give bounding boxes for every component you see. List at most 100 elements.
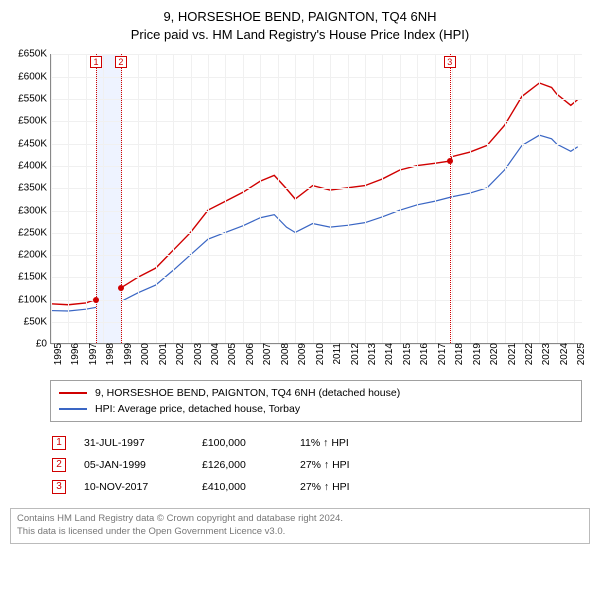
xtick-label: 2002 [173, 343, 186, 365]
grid-h [51, 322, 582, 323]
grid-v [470, 54, 471, 343]
xtick-label: 2012 [348, 343, 361, 365]
ytick-label: £250K [18, 227, 51, 238]
marker-box-1: 1 [90, 56, 102, 68]
xtick-label: 1996 [68, 343, 81, 365]
grid-h [51, 255, 582, 256]
grid-v [313, 54, 314, 343]
grid-v [103, 54, 104, 343]
grid-h [51, 121, 582, 122]
grid-v [260, 54, 261, 343]
grid-h [51, 166, 582, 167]
xtick-label: 2005 [225, 343, 238, 365]
xtick-label: 2013 [365, 343, 378, 365]
sales-marker-3: 3 [52, 480, 66, 494]
xtick-label: 2024 [557, 343, 570, 365]
chart-container: 9, HORSESHOE BEND, PAIGNTON, TQ4 6NH Pri… [0, 0, 600, 550]
grid-v [173, 54, 174, 343]
plot-box: £0£50K£100K£150K£200K£250K£300K£350K£400… [50, 54, 582, 344]
grid-v [295, 54, 296, 343]
sales-marker-2: 2 [52, 458, 66, 472]
grid-h [51, 211, 582, 212]
grid-v [51, 54, 52, 343]
grid-v [452, 54, 453, 343]
marker-vline-3 [450, 54, 451, 343]
xtick-label: 2000 [138, 343, 151, 365]
legend-row-hpi: HPI: Average price, detached house, Torb… [59, 401, 573, 417]
ytick-label: £600K [18, 71, 51, 82]
ytick-label: £400K [18, 160, 51, 171]
grid-h [51, 99, 582, 100]
xtick-label: 2014 [382, 343, 395, 365]
ytick-label: £550K [18, 93, 51, 104]
xtick-label: 2003 [191, 343, 204, 365]
xtick-label: 2004 [208, 343, 221, 365]
marker-dot-1 [93, 297, 99, 303]
footer-attribution: Contains HM Land Registry data © Crown c… [10, 508, 590, 544]
xtick-label: 1997 [86, 343, 99, 365]
xtick-label: 1995 [51, 343, 64, 365]
grid-v [243, 54, 244, 343]
sales-hpi: 27% ↑ HPI [300, 481, 380, 493]
chart-area: £0£50K£100K£150K£200K£250K£300K£350K£400… [10, 54, 590, 344]
grid-v [348, 54, 349, 343]
grid-v [382, 54, 383, 343]
sales-row-2: 205-JAN-1999£126,00027% ↑ HPI [50, 454, 590, 476]
sales-price: £410,000 [202, 481, 282, 493]
ytick-label: £150K [18, 272, 51, 283]
sales-marker-1: 1 [52, 436, 66, 450]
title-line-2: Price paid vs. HM Land Registry's House … [10, 26, 590, 44]
marker-dot-3 [447, 158, 453, 164]
xtick-label: 2017 [435, 343, 448, 365]
xtick-label: 2022 [522, 343, 535, 365]
xtick-label: 2019 [470, 343, 483, 365]
sales-row-1: 131-JUL-1997£100,00011% ↑ HPI [50, 432, 590, 454]
xtick-label: 2018 [452, 343, 465, 365]
grid-v [208, 54, 209, 343]
xtick-label: 2010 [313, 343, 326, 365]
grid-v [557, 54, 558, 343]
sales-table: 131-JUL-1997£100,00011% ↑ HPI205-JAN-199… [50, 432, 590, 498]
xtick-label: 2006 [243, 343, 256, 365]
ytick-label: £50K [24, 317, 51, 328]
ytick-label: £500K [18, 116, 51, 127]
ytick-label: £100K [18, 294, 51, 305]
grid-v [574, 54, 575, 343]
footer-line-1: Contains HM Land Registry data © Crown c… [17, 513, 583, 526]
sales-hpi: 11% ↑ HPI [300, 437, 380, 449]
title-block: 9, HORSESHOE BEND, PAIGNTON, TQ4 6NH Pri… [10, 8, 590, 44]
grid-v [505, 54, 506, 343]
legend-swatch-property [59, 392, 87, 394]
grid-v [487, 54, 488, 343]
grid-v [156, 54, 157, 343]
series-svg [51, 54, 583, 344]
grid-v [138, 54, 139, 343]
legend-label-property: 9, HORSESHOE BEND, PAIGNTON, TQ4 6NH (de… [95, 387, 400, 399]
xtick-label: 2023 [539, 343, 552, 365]
sales-hpi: 27% ↑ HPI [300, 459, 380, 471]
xtick-label: 2025 [574, 343, 587, 365]
grid-v [191, 54, 192, 343]
sales-date: 31-JUL-1997 [84, 437, 184, 449]
sales-row-3: 3 10-NOV-2017 £410,000 27% ↑ HPI [50, 476, 590, 498]
grid-h [51, 300, 582, 301]
grid-v [86, 54, 87, 343]
grid-v [435, 54, 436, 343]
xtick-label: 2007 [260, 343, 273, 365]
series-property [51, 83, 578, 305]
grid-v [417, 54, 418, 343]
grid-h [51, 54, 582, 55]
grid-v [225, 54, 226, 343]
legend-row-property: 9, HORSESHOE BEND, PAIGNTON, TQ4 6NH (de… [59, 385, 573, 401]
grid-h [51, 277, 582, 278]
xtick-label: 2016 [417, 343, 430, 365]
xtick-label: 2011 [330, 343, 343, 365]
ytick-label: £300K [18, 205, 51, 216]
grid-v [522, 54, 523, 343]
legend-box: 9, HORSESHOE BEND, PAIGNTON, TQ4 6NH (de… [50, 380, 582, 422]
grid-h [51, 233, 582, 234]
sales-date: 10-NOV-2017 [84, 481, 184, 493]
grid-v [400, 54, 401, 343]
marker-dot-2 [118, 285, 124, 291]
grid-v [539, 54, 540, 343]
